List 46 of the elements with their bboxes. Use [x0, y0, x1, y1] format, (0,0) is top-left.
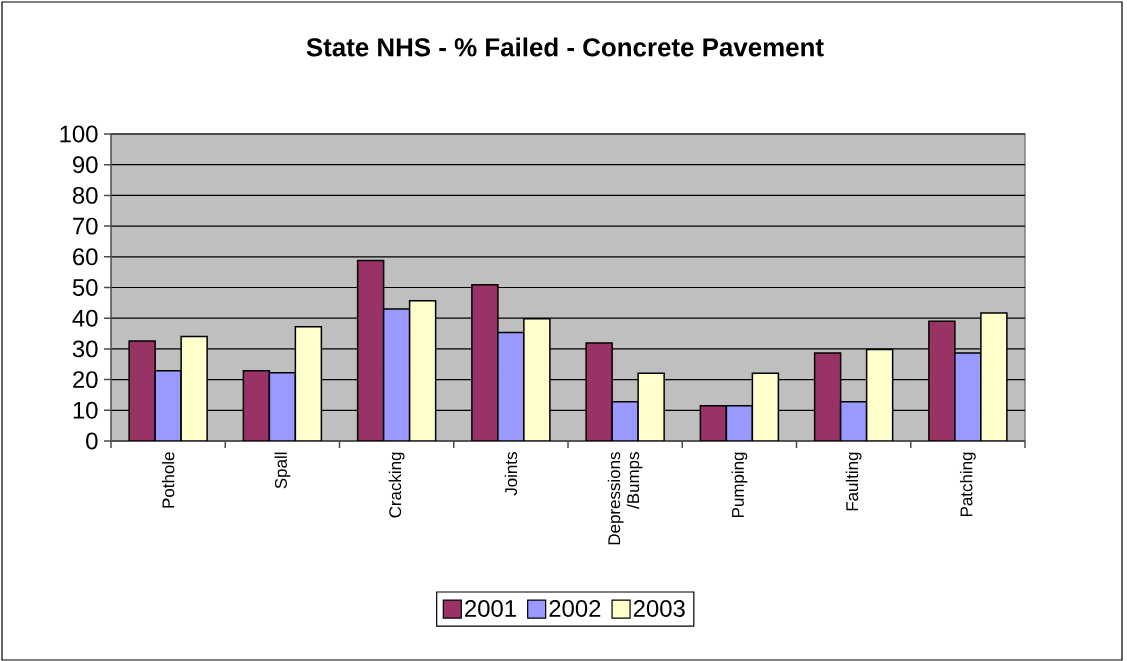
- bar: [928, 320, 956, 441]
- bar: [980, 312, 1008, 441]
- bar: [813, 352, 842, 441]
- bar: [523, 318, 551, 441]
- chart-title: State NHS - % Failed - Concrete Pavement: [306, 37, 824, 57]
- bar: [180, 335, 208, 441]
- bar: [471, 283, 499, 441]
- bar: [242, 369, 271, 441]
- bar: [865, 348, 894, 441]
- y-tick-label: 20: [73, 371, 98, 389]
- x-tick-label: Patching: [959, 452, 976, 517]
- bar: [585, 342, 613, 441]
- bar: [497, 331, 525, 441]
- x-tick-label: Depressions /Bumps: [607, 452, 643, 545]
- x-tick-label: Pothole: [161, 452, 175, 508]
- y-tick-label: 40: [72, 309, 98, 327]
- bar: [637, 372, 665, 441]
- bar: [268, 372, 297, 441]
- bar: [839, 400, 868, 441]
- bar: [356, 259, 385, 441]
- x-tick-label: Spall: [274, 452, 291, 489]
- legend-label: 2001: [465, 600, 516, 617]
- y-tick-label: 80: [72, 186, 98, 204]
- legend-label: 2002: [549, 600, 601, 617]
- x-tick-label: Cracking: [388, 452, 405, 518]
- x-tick-label: Pumping: [731, 452, 748, 517]
- bar: [408, 299, 437, 441]
- bar: [382, 308, 411, 441]
- y-tick-label: 50: [72, 279, 98, 296]
- x-tick-label: Joints: [504, 452, 518, 496]
- y-tick-label: 0: [86, 432, 98, 450]
- bar: [954, 352, 982, 441]
- bar: [128, 340, 156, 441]
- y-tick-label: 30: [72, 340, 98, 358]
- bar: [699, 404, 728, 441]
- x-tick-label: Faulting: [845, 452, 862, 511]
- bar: [154, 369, 182, 441]
- y-tick-label: 60: [73, 248, 98, 266]
- y-tick-label: 90: [73, 156, 98, 174]
- legend-label: 2003: [633, 600, 685, 617]
- y-tick-label: 10: [73, 401, 98, 419]
- bar: [725, 404, 754, 441]
- bar: [751, 372, 780, 441]
- y-tick-label: 70: [73, 217, 98, 235]
- y-tick-label: 100: [60, 125, 98, 143]
- bar: [294, 326, 323, 441]
